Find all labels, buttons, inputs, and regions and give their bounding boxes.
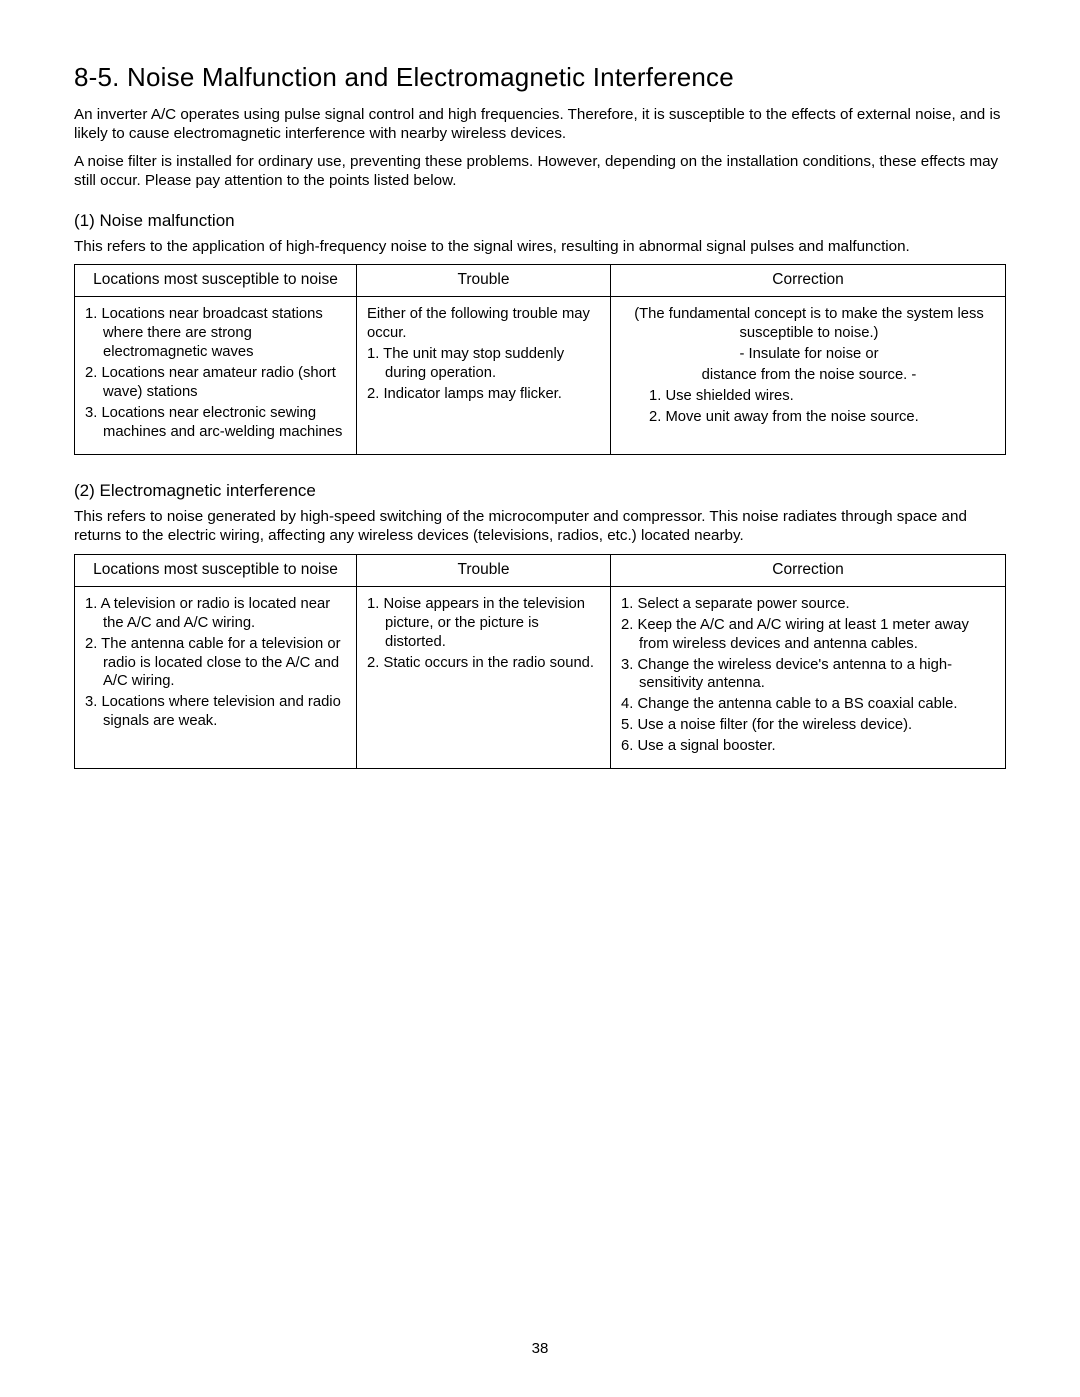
- th-correction: Correction: [611, 554, 1006, 586]
- list-item: 1. The unit may stop suddenly during ope…: [367, 345, 602, 383]
- list-item: 1. Locations near broadcast stations whe…: [85, 305, 348, 362]
- subsection-2-lead: This refers to noise generated by high-s…: [74, 507, 1006, 546]
- list-item: 1. Use shielded wires.: [649, 387, 997, 406]
- cell-correction: (The fundamental concept is to make the …: [611, 297, 1006, 455]
- intro-paragraph-2: A noise filter is installed for ordinary…: [74, 152, 1006, 191]
- subsection-1-heading: (1) Noise malfunction: [74, 211, 1006, 231]
- list-item: 3. Change the wireless device's antenna …: [621, 656, 997, 694]
- table-header-row: Locations most susceptible to noise Trou…: [75, 554, 1006, 586]
- page-title: 8-5. Noise Malfunction and Electromagnet…: [74, 62, 1006, 93]
- correction-note: - Insulate for noise or: [621, 345, 997, 364]
- correction-note: (The fundamental concept is to make the …: [621, 305, 997, 343]
- list-item: 2. Static occurs in the radio sound.: [367, 654, 602, 673]
- document-page: 8-5. Noise Malfunction and Electromagnet…: [0, 0, 1080, 1397]
- correction-note: distance from the noise source. -: [621, 366, 997, 385]
- subsection-2-heading: (2) Electromagnetic interference: [74, 481, 1006, 501]
- list-item: 3. Locations where television and radio …: [85, 693, 348, 731]
- cell-locations: 1. Locations near broadcast stations whe…: [75, 297, 357, 455]
- list-item: 4. Change the antenna cable to a BS coax…: [621, 695, 997, 714]
- th-correction: Correction: [611, 265, 1006, 297]
- table-header-row: Locations most susceptible to noise Trou…: [75, 265, 1006, 297]
- table-row: 1. Locations near broadcast stations whe…: [75, 297, 1006, 455]
- table-row: 1. A television or radio is located near…: [75, 586, 1006, 769]
- list-item: 2. The antenna cable for a television or…: [85, 635, 348, 692]
- th-locations: Locations most susceptible to noise: [75, 265, 357, 297]
- list-item: 1. Noise appears in the television pictu…: [367, 595, 602, 652]
- th-locations: Locations most susceptible to noise: [75, 554, 357, 586]
- cell-locations: 1. A television or radio is located near…: [75, 586, 357, 769]
- list-item: 2. Keep the A/C and A/C wiring at least …: [621, 616, 997, 654]
- th-trouble: Trouble: [357, 265, 611, 297]
- intro-paragraph-1: An inverter A/C operates using pulse sig…: [74, 105, 1006, 144]
- cell-trouble: 1. Noise appears in the television pictu…: [357, 586, 611, 769]
- list-item: 5. Use a noise filter (for the wireless …: [621, 716, 997, 735]
- list-item: 2. Locations near amateur radio (short w…: [85, 364, 348, 402]
- subsection-1-lead: This refers to the application of high-f…: [74, 237, 1006, 256]
- page-number: 38: [0, 1340, 1080, 1357]
- cell-correction: 1. Select a separate power source. 2. Ke…: [611, 586, 1006, 769]
- cell-trouble: Either of the following trouble may occu…: [357, 297, 611, 455]
- table-emi: Locations most susceptible to noise Trou…: [74, 554, 1006, 770]
- th-trouble: Trouble: [357, 554, 611, 586]
- list-item: 3. Locations near electronic sewing mach…: [85, 404, 348, 442]
- list-item: 1. A television or radio is located near…: [85, 595, 348, 633]
- list-item: 6. Use a signal booster.: [621, 737, 997, 756]
- list-lead: Either of the following trouble may occu…: [367, 305, 602, 343]
- table-noise-malfunction: Locations most susceptible to noise Trou…: [74, 264, 1006, 455]
- list-item: 2. Move unit away from the noise source.: [649, 408, 997, 427]
- list-item: 1. Select a separate power source.: [621, 595, 997, 614]
- list-item: 2. Indicator lamps may flicker.: [367, 385, 602, 404]
